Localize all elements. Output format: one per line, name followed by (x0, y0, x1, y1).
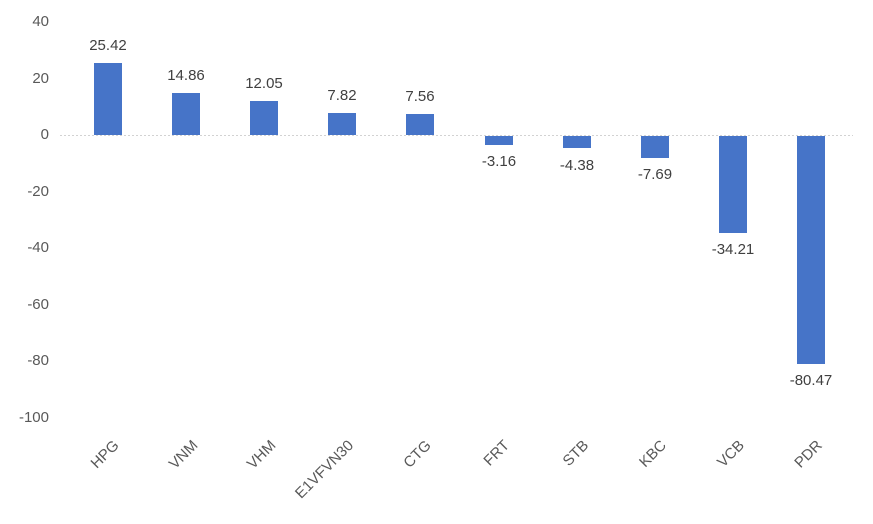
x-axis-category-label: HPG (88, 437, 124, 473)
bar (328, 113, 356, 135)
y-axis-tick-label: 40 (32, 13, 49, 30)
x-axis-category-label: E1VFVN30 (291, 437, 358, 503)
bar-value-label: -80.47 (789, 372, 833, 389)
bar-value-label: -4.38 (559, 157, 595, 174)
bar (172, 93, 200, 135)
x-axis-category-label: PDR (791, 437, 827, 472)
y-axis-tick-label: -40 (27, 239, 49, 256)
y-axis-tick-label: -80 (27, 352, 49, 369)
bar-value-label: 7.82 (327, 87, 357, 104)
bar (797, 136, 825, 364)
y-axis-tick-label: 0 (40, 126, 49, 143)
x-axis-category-label: CTG (400, 437, 436, 472)
bar (94, 63, 122, 135)
y-axis-tick-label: -20 (27, 183, 49, 200)
y-axis-tick-label: -100 (18, 409, 49, 426)
x-axis-category-label: KBC (636, 437, 671, 471)
bar (641, 136, 669, 158)
bar-value-label: 25.42 (89, 37, 127, 54)
bar-value-label: -3.16 (481, 153, 517, 170)
bar-value-label: 12.05 (245, 75, 283, 92)
x-axis-category-label: VNM (165, 437, 202, 473)
bar (719, 136, 747, 233)
x-axis-category-label: STB (559, 437, 593, 470)
zero-gridline (60, 135, 853, 136)
x-axis-category-label: FRT (480, 437, 514, 470)
y-axis-tick-label: -60 (27, 296, 49, 313)
bar-value-label: -7.69 (637, 166, 673, 183)
bar (406, 114, 434, 135)
bar-value-label: -34.21 (711, 241, 755, 258)
x-axis-category-label: VHM (243, 437, 280, 473)
bar (563, 136, 591, 148)
bar (250, 101, 278, 135)
bar-value-label: 7.56 (405, 88, 435, 105)
bar (485, 136, 513, 145)
bar-value-label: 14.86 (167, 67, 205, 84)
y-axis-tick-label: 20 (32, 70, 49, 87)
x-axis-category-label: VCB (714, 437, 749, 471)
